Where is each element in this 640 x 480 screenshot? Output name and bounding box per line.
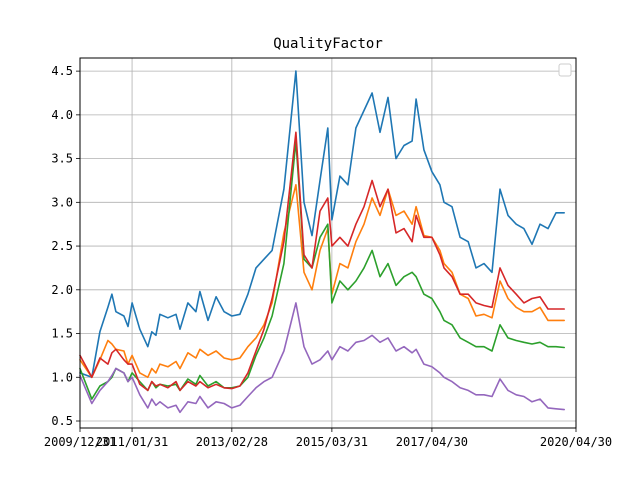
x-tick-label: 2015/03/31	[296, 435, 368, 449]
legend-box	[558, 63, 572, 77]
x-tick-label: 2020/04/30	[540, 435, 612, 449]
y-tick-label: 1.5	[51, 327, 73, 341]
x-tick-label: 2013/02/28	[196, 435, 268, 449]
series-line-2	[79, 184, 566, 379]
y-tick-label: 1.0	[51, 370, 73, 384]
series-group	[79, 70, 566, 414]
x-tick-label: 2009/12/31	[44, 435, 116, 449]
y-tick-label: 0.5	[51, 414, 73, 428]
y-tick-label: 3.0	[51, 195, 73, 209]
y-tick-label: 4.5	[51, 64, 73, 78]
y-tick-label: 2.5	[51, 239, 73, 253]
y-tick-label: 3.5	[51, 152, 73, 166]
chart-title: QualityFactor	[273, 36, 383, 52]
y-tick-label: 2.0	[51, 283, 73, 297]
plot-frame	[79, 57, 577, 429]
x-tick-label: 2017/04/30	[396, 435, 468, 449]
series-line-4	[79, 131, 566, 392]
series-line-5	[79, 302, 566, 414]
x-tick-label: 2011/01/31	[96, 435, 168, 449]
y-tick-label: 4.0	[51, 108, 73, 122]
series-line-1	[79, 70, 566, 379]
